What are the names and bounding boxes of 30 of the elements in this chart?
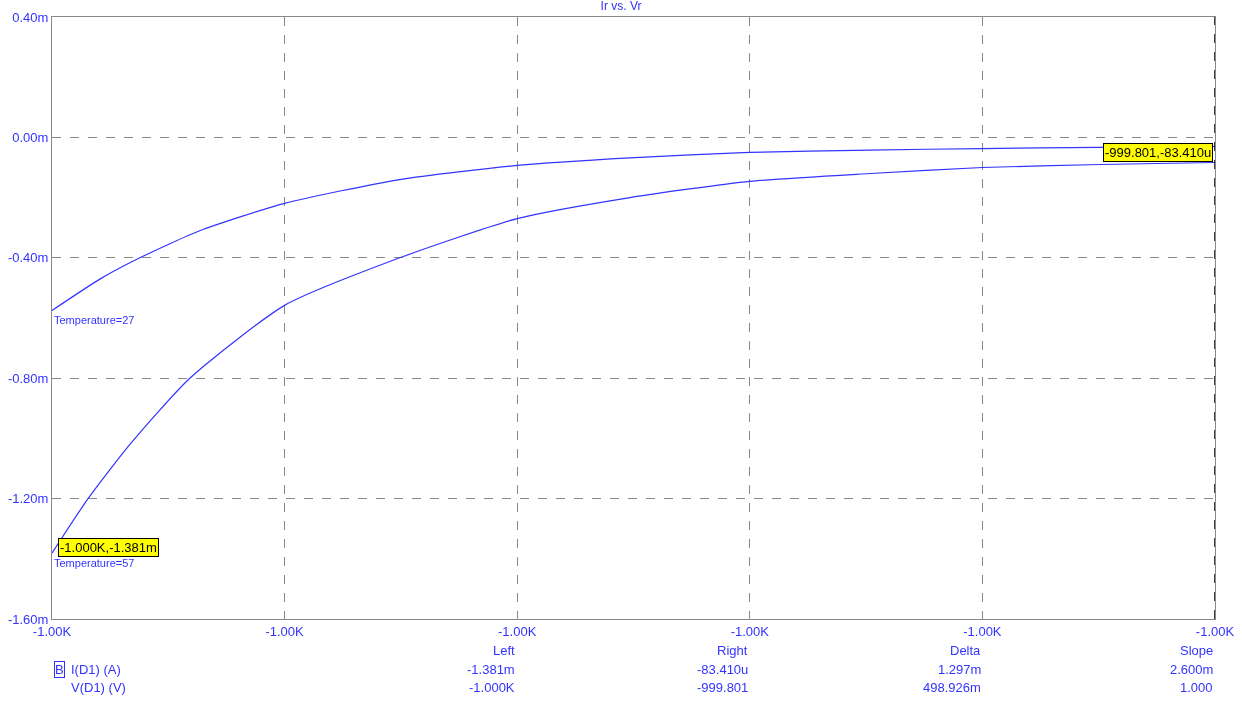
text: 1.297m — [938, 662, 982, 677]
text: 1.000 — [1180, 680, 1213, 695]
series-label: Temperature=57 — [54, 557, 135, 569]
x-tick-label: -1.00K — [730, 623, 770, 639]
text: -1.381m — [467, 662, 515, 677]
annotation: -1.000K,-1.381m — [60, 540, 157, 555]
text: -1.000K — [469, 680, 515, 695]
text: -999.801 — [697, 680, 749, 695]
text: 498.926m — [923, 680, 981, 695]
text: 2.600m — [1170, 662, 1214, 677]
text: -83.410u — [697, 662, 749, 677]
x-tick-label: -1.00K — [265, 623, 305, 639]
text: B — [55, 662, 64, 677]
y-tick-label: -0.40m — [7, 250, 49, 266]
annotation: -999.801,-83.410u — [1105, 145, 1212, 160]
x-tick-label: -1.00K — [498, 623, 537, 639]
text: Delta — [950, 643, 982, 658]
text: I(D1) (A) — [71, 662, 121, 677]
series-label: Temperature=27 — [54, 314, 135, 326]
text: Slope — [1180, 643, 1214, 658]
x-tick-label: -1.00K — [1195, 623, 1235, 639]
y-tick-label: -0.80m — [7, 370, 49, 386]
text: Left — [493, 643, 516, 658]
y-tick-label: 0.00m — [12, 129, 49, 145]
x-tick-label: -1.00K — [963, 623, 1002, 639]
chart-title: Ir vs. Vr — [600, 0, 642, 14]
text: Right — [717, 643, 748, 658]
y-tick-label: 0.40m — [12, 9, 49, 25]
y-tick-label: -1.20m — [7, 491, 49, 507]
text: V(D1) (V) — [71, 680, 126, 695]
